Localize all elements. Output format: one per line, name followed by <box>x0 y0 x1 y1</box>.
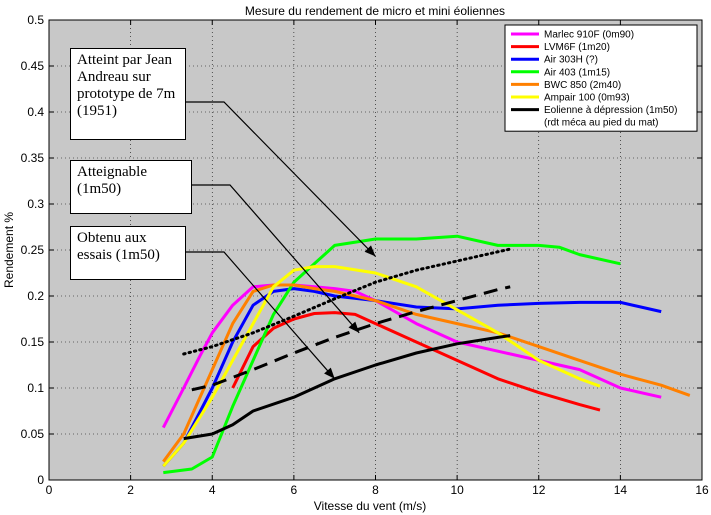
y-tick-label: 0.5 <box>27 13 44 27</box>
annotation-arrow-line <box>192 184 360 334</box>
legend-entry: Ampair 100 (0m93) <box>544 93 630 104</box>
annotation-arrow-head <box>364 245 376 257</box>
x-tick-label: 0 <box>46 483 53 497</box>
legend-note: (rdt méca au pied du mat) <box>544 118 659 129</box>
legend: Marlec 910F (0m90)LVM6F (1m20) Air 303H (… <box>504 24 698 132</box>
y-tick-label: 0 <box>37 473 44 487</box>
y-axis-label: Rendement % <box>2 212 16 288</box>
annotation-atteignable: Atteignable (1m50) <box>70 160 192 214</box>
x-tick-label: 4 <box>209 483 216 497</box>
legend-entry: BWC 850 (2m40) <box>544 80 621 91</box>
series-group <box>161 234 691 475</box>
annotation-arrow-line <box>186 251 336 380</box>
legend-entry: LVM6F (1m20) <box>544 42 610 53</box>
series-line-3 <box>163 234 621 475</box>
series-line-4 <box>162 283 691 463</box>
annotation-arrow-line <box>186 101 376 257</box>
x-tick-label: 14 <box>614 483 628 497</box>
annotation-arrow-head <box>324 367 335 379</box>
series-line-1 <box>231 311 601 412</box>
annotation-arrow-head <box>348 321 360 333</box>
x-tick-label: 2 <box>127 483 134 497</box>
y-tick-label: 0.2 <box>27 289 44 303</box>
legend-entry: Marlec 910F (0m90) <box>544 30 634 41</box>
y-tick-label: 0.15 <box>21 335 45 349</box>
y-tick-label: 0.05 <box>21 427 45 441</box>
legend-entry: Air 303H (?) <box>544 55 598 66</box>
series-line-5 <box>162 265 601 468</box>
annotation-arrows <box>186 101 376 380</box>
x-tick-label: 12 <box>532 483 546 497</box>
annotation-andreau: Atteint par Jean Andreau sur prototype d… <box>70 48 186 140</box>
chart-title: Mesure du rendement de micro et mini éol… <box>245 4 505 18</box>
y-tick-label: 0.3 <box>27 197 44 211</box>
annotation-obtenu: Obtenu aux essais (1m50) <box>70 226 186 280</box>
y-tick-label: 0.35 <box>21 151 45 165</box>
x-tick-label: 16 <box>695 483 709 497</box>
legend-entry: Air 403 (1m15) <box>544 67 610 78</box>
x-tick-label: 8 <box>372 483 379 497</box>
y-tick-label: 0.4 <box>27 105 44 119</box>
legend-entry: Eolienne à dépression (1m50) <box>544 105 677 116</box>
series-line-2 <box>162 287 662 468</box>
x-tick-label: 6 <box>291 483 298 497</box>
y-tick-label: 0.45 <box>21 59 45 73</box>
x-axis-label: Vitesse du vent (m/s) <box>314 499 427 513</box>
x-tick-label: 10 <box>450 483 464 497</box>
series-line-7 <box>182 247 512 356</box>
y-tick-label: 0.25 <box>21 243 45 257</box>
axis-ticks: 0 2 4 6 8 10 12 14 16 0 0.05 0.1 0.15 0.2 0.25 0.3 0.35 0… <box>21 13 709 497</box>
y-tick-label: 0.1 <box>27 381 44 395</box>
legend-box <box>504 24 698 132</box>
